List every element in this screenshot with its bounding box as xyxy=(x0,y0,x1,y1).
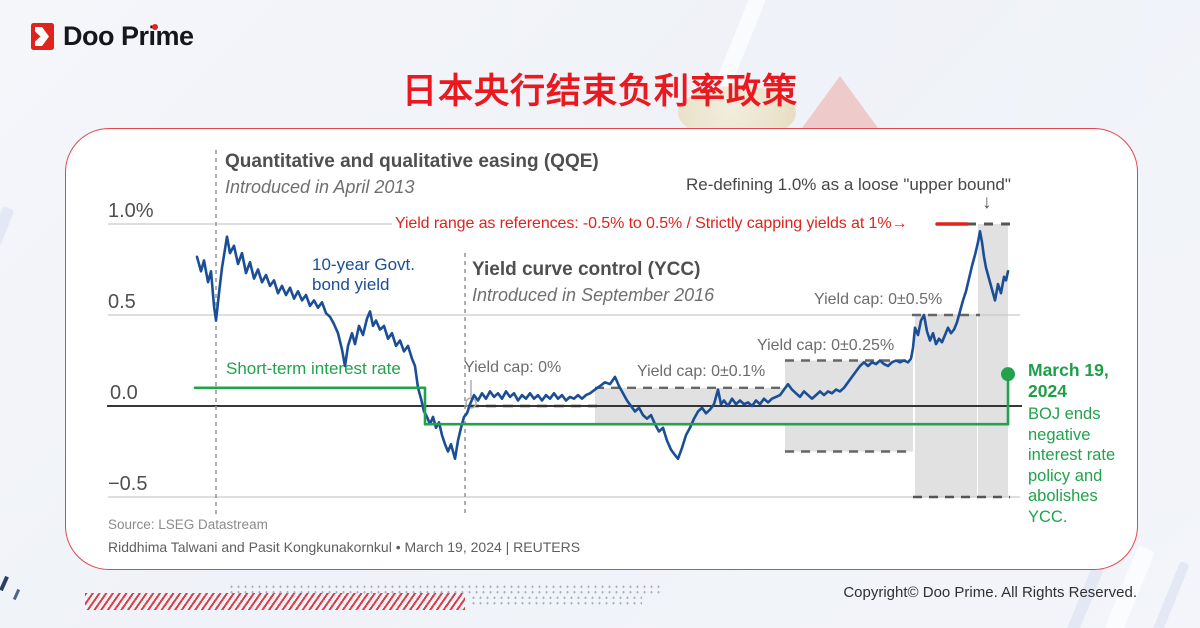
tick-decoration xyxy=(12,588,21,601)
tick-decoration xyxy=(0,575,9,592)
bond-yield-label: 10-year Govt. bond yield xyxy=(312,255,415,294)
triangle-decoration xyxy=(802,76,878,128)
yield-cap-0-label: Yield cap: 0% xyxy=(464,359,562,376)
bg-streak xyxy=(0,206,15,294)
ytick-0-0: 0.0 xyxy=(110,382,138,404)
ycc-title: Yield curve control (YCC) xyxy=(472,259,701,280)
brand-logo: Doo Prime xyxy=(31,21,194,52)
redefining-annotation: Re-defining 1.0% as a loose "upper bound… xyxy=(686,175,1011,194)
doo-prime-logo-icon xyxy=(31,23,54,50)
yield-range-note: Yield range as references: -0.5% to 0.5%… xyxy=(395,215,908,232)
yield-cap-05-label: Yield cap: 0±0.5% xyxy=(814,291,943,308)
source-credit: Source: LSEG Datastream xyxy=(108,517,268,532)
bg-streak xyxy=(1150,561,1190,628)
page-title: 日本央行结束负利率政策 xyxy=(401,72,798,111)
dots-decoration xyxy=(228,584,660,594)
down-arrow-icon: ↓ xyxy=(982,192,992,213)
brand-name: Doo Prime xyxy=(63,21,194,51)
march-2024-date: March 19, 2024 xyxy=(1028,360,1109,401)
short-term-rate-label: Short-term interest rate xyxy=(226,359,401,378)
yield-cap-025-label: Yield cap: 0±0.25% xyxy=(757,337,895,354)
ytick-0-5: 0.5 xyxy=(108,291,136,313)
dots-decoration xyxy=(470,595,642,607)
yield-cap-01-label: Yield cap: 0±0.1% xyxy=(637,363,766,380)
qqe-subtitle: Introduced in April 2013 xyxy=(225,177,415,197)
brand-i-dot xyxy=(152,24,158,30)
hatch-bar-decoration xyxy=(85,593,465,610)
march-2024-note: BOJ ends negative interest rate policy a… xyxy=(1028,405,1116,526)
copyright-text: Copyright© Doo Prime. All Rights Reserve… xyxy=(843,584,1137,601)
ytick-neg-0-5: −0.5 xyxy=(108,473,148,495)
ycc-subtitle: Introduced in September 2016 xyxy=(472,285,715,305)
qqe-title: Quantitative and qualitative easing (QQE… xyxy=(225,151,599,172)
byline-credit: Riddhima Talwani and Pasit Kongkunakornk… xyxy=(108,539,581,555)
ytick-1-0: 1.0% xyxy=(108,200,154,222)
